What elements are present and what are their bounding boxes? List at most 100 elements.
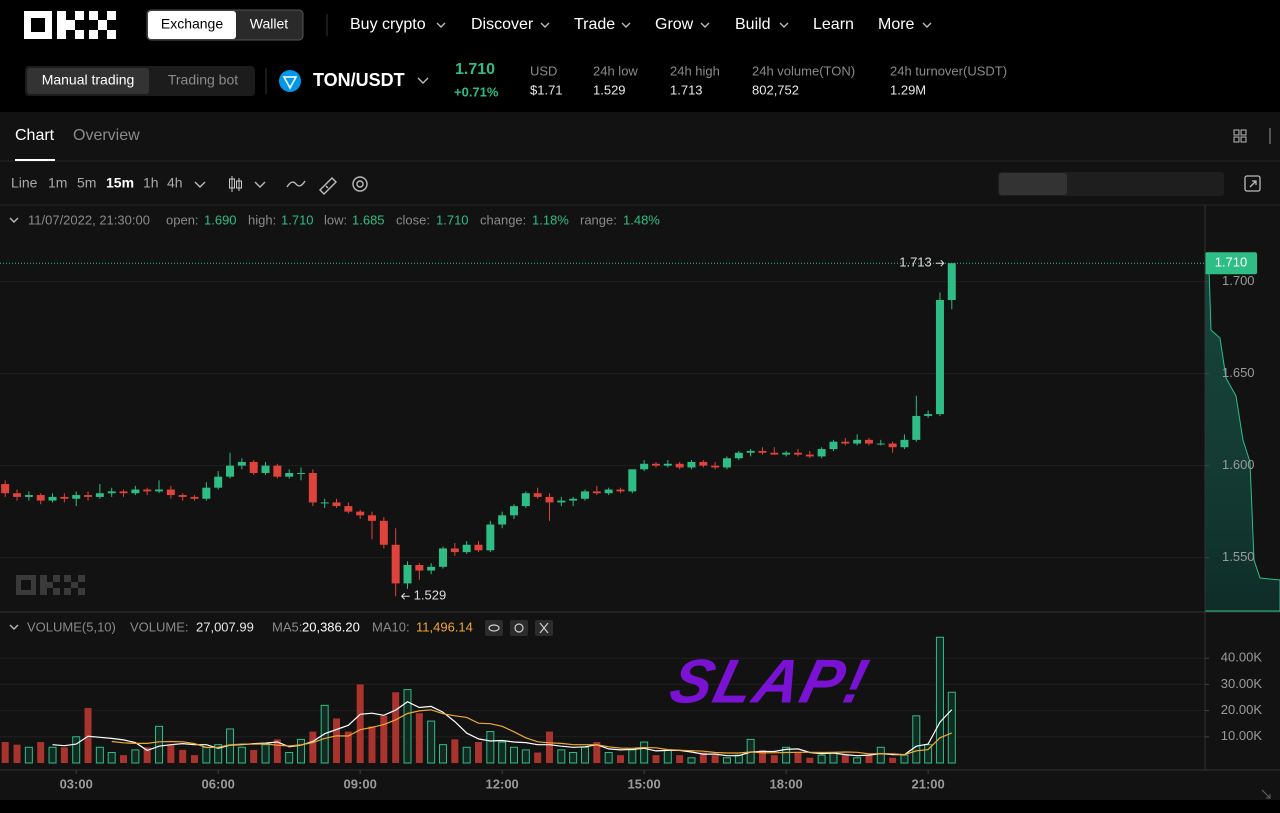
candle-body: [48, 496, 57, 501]
candle-body: [711, 465, 720, 468]
stat-label: 24h low: [593, 63, 638, 78]
indicator-icon[interactable]: [286, 180, 306, 188]
candle-body: [545, 496, 554, 503]
pair[interactable]: TON/USDT: [313, 70, 405, 90]
candle-body: [486, 524, 495, 551]
menu-item[interactable]: Learn: [813, 16, 854, 33]
volume-bar: [427, 720, 436, 764]
candle-body: [24, 495, 33, 497]
layout-icon[interactable]: [1233, 129, 1247, 143]
toggle-active[interactable]: [148, 11, 236, 39]
draw-icon[interactable]: [319, 177, 337, 195]
menu-item[interactable]: Grow: [655, 16, 694, 33]
menu-chevron[interactable]: [621, 22, 631, 28]
info-chevron[interactable]: [9, 217, 19, 223]
volume-bar: [758, 749, 766, 763]
candle-body: [758, 450, 767, 453]
view-active[interactable]: [999, 173, 1067, 195]
volume-bar: [841, 755, 849, 763]
interval[interactable]: 1h: [143, 175, 159, 191]
volume-chevron[interactable]: [9, 624, 19, 630]
candle-body: [663, 463, 672, 466]
menu-chevron[interactable]: [540, 22, 550, 28]
candle-body: [308, 472, 317, 503]
mode-manual[interactable]: Manual trading: [42, 72, 135, 88]
candle-body: [415, 564, 424, 571]
candle-body: [592, 491, 601, 494]
candle-body: [699, 461, 708, 466]
interval[interactable]: Line: [11, 175, 38, 191]
ton-icon-glyph: [282, 76, 298, 90]
depth-area: [1204, 260, 1280, 612]
volume-info-value: 27,007.99: [196, 619, 254, 634]
menu-item[interactable]: More: [878, 16, 915, 33]
candle-body: [888, 443, 897, 448]
ohlc-label: open:: [166, 212, 199, 227]
candle-body: [924, 414, 933, 416]
resize-grip: [1261, 789, 1271, 799]
interval[interactable]: 15m: [106, 175, 134, 191]
chart-panel: [0, 112, 1280, 800]
volume-bar: [143, 747, 151, 763]
settings-icon[interactable]: [352, 176, 368, 192]
candle-body: [285, 472, 294, 477]
volume-bar: [687, 757, 696, 764]
candle-body: [155, 489, 164, 492]
ohlc-label: change:: [480, 212, 526, 227]
volume-bar: [912, 715, 921, 764]
volume-bar: [214, 744, 223, 764]
x-tick-label: 09:00: [344, 776, 377, 791]
toggle-wallet[interactable]: Wallet: [250, 16, 288, 32]
ohlc-value: 1.710: [281, 212, 314, 227]
y-tick-label: 1.550: [1222, 549, 1255, 564]
candle-body: [521, 493, 530, 507]
last-price-tag-text: 1.710: [1215, 255, 1248, 270]
candle-body: [462, 544, 471, 553]
menu-item[interactable]: Buy crypto: [350, 16, 426, 33]
interval[interactable]: 4h: [167, 175, 183, 191]
menu-chevron[interactable]: [436, 22, 446, 28]
logo[interactable]: [24, 11, 116, 39]
volume-bar: [794, 752, 802, 763]
menu-item[interactable]: Trade: [574, 16, 615, 33]
volume-tools[interactable]: [485, 620, 553, 636]
candle-chevron[interactable]: [254, 181, 266, 188]
menu-chevron[interactable]: [700, 22, 710, 28]
candle-body: [935, 300, 944, 415]
volume-bar: [380, 715, 388, 763]
y-tick-label: 1.650: [1222, 365, 1255, 380]
volume-bar: [344, 731, 352, 763]
candle-body: [439, 548, 448, 567]
tab-chart[interactable]: Chart: [15, 127, 55, 144]
interval[interactable]: 5m: [77, 175, 96, 191]
interval-chevron[interactable]: [194, 181, 206, 188]
candle-body: [841, 441, 850, 444]
volume-tick-label: 40.00K: [1221, 650, 1263, 665]
last-price-tag: [1205, 252, 1257, 275]
candle-body: [332, 502, 341, 507]
candle-body: [734, 452, 743, 459]
candle-body: [190, 496, 199, 499]
candle-type-icon[interactable]: [229, 176, 242, 192]
mode-bot[interactable]: Trading bot: [168, 72, 238, 88]
volume-bar: [829, 752, 838, 764]
volume-bar: [167, 744, 175, 763]
interval[interactable]: 1m: [48, 175, 67, 191]
volume-bar: [1, 742, 9, 763]
mode-active[interactable]: [27, 68, 149, 94]
menu-item[interactable]: Build: [735, 16, 771, 33]
pair-chevron[interactable]: [417, 77, 429, 84]
ma-line: [111, 709, 953, 756]
tab-overview[interactable]: Overview: [73, 127, 140, 144]
toggle-exchange[interactable]: Exchange: [161, 16, 223, 32]
candle-body: [900, 439, 909, 448]
candle-body: [805, 454, 814, 457]
menu-chevron[interactable]: [779, 22, 789, 28]
menu-item[interactable]: Discover: [471, 16, 534, 33]
menu-chevron[interactable]: [922, 22, 932, 28]
x-tick-label: 03:00: [60, 776, 93, 791]
fullscreen-icon[interactable]: [1244, 175, 1261, 192]
candle-body: [178, 495, 187, 497]
volume-bar: [817, 754, 826, 764]
